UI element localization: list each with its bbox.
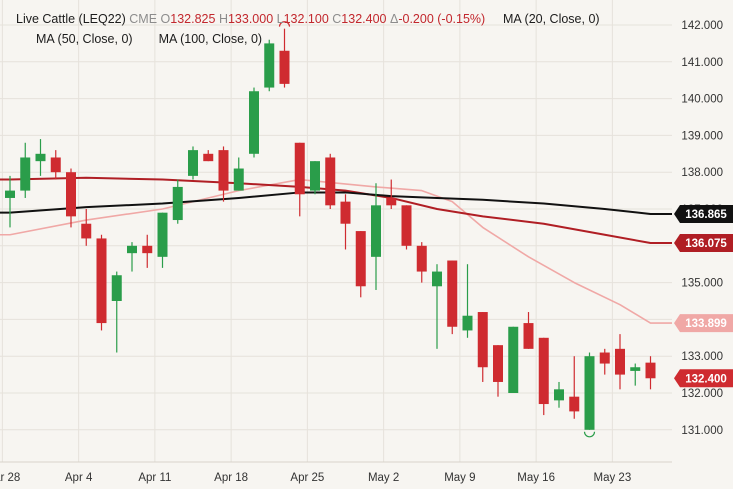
ma20-legend[interactable]: MA (20, Close, 0) bbox=[503, 12, 600, 26]
candle-up bbox=[310, 161, 320, 191]
x-tick-label: Apr 4 bbox=[65, 472, 93, 484]
candle-down bbox=[416, 245, 427, 272]
y-tick-label: 138.000 bbox=[681, 167, 723, 179]
x-tick-label: Apr 18 bbox=[214, 472, 248, 484]
y-tick-label: 139.000 bbox=[681, 130, 723, 142]
high-key: H bbox=[218, 12, 228, 26]
ma20-line bbox=[0, 178, 672, 324]
ma50-legend[interactable]: MA (50, Close, 0) bbox=[36, 32, 133, 46]
close-key: C bbox=[332, 12, 342, 26]
y-tick-label: 133.000 bbox=[681, 351, 723, 363]
candle-up bbox=[157, 212, 168, 257]
candle-down bbox=[340, 201, 351, 224]
open-value: 132.825 bbox=[170, 12, 216, 26]
candle-up bbox=[35, 153, 46, 162]
close-value: 132.400 bbox=[341, 12, 387, 26]
candle-up bbox=[584, 356, 595, 430]
candle-up bbox=[233, 168, 244, 191]
x-tick-label: Apr 25 bbox=[290, 472, 324, 484]
candle-down bbox=[203, 153, 214, 162]
candle-up bbox=[371, 205, 381, 257]
ma20-tag bbox=[674, 314, 733, 333]
candle-down bbox=[218, 150, 229, 191]
ma100-tag bbox=[674, 204, 733, 223]
chart-legend: Live Cattle (LEQ22) CME O132.825 H133.00… bbox=[16, 9, 485, 49]
candle-down bbox=[599, 352, 610, 364]
y-tick-label: 142.000 bbox=[681, 20, 723, 32]
low-value: 132.100 bbox=[283, 12, 329, 26]
candle-down bbox=[386, 197, 397, 206]
low-key: L bbox=[276, 12, 284, 26]
x-tick-label: Mar 28 bbox=[0, 472, 20, 484]
candle-up bbox=[249, 91, 259, 154]
high-marker bbox=[278, 21, 291, 27]
candle-down bbox=[447, 260, 458, 327]
ma50-tag-label: 136.075 bbox=[685, 238, 727, 250]
candle-up bbox=[630, 367, 641, 371]
candle-down bbox=[279, 50, 290, 84]
candle-up bbox=[111, 275, 122, 301]
symbol-label: Live Cattle (LEQ22) bbox=[16, 12, 126, 26]
low-marker bbox=[583, 431, 596, 438]
candle-down bbox=[294, 142, 305, 195]
last-close-tag bbox=[674, 369, 733, 388]
candle-down bbox=[538, 337, 549, 405]
candle-down bbox=[645, 362, 656, 379]
x-tick-label: May 23 bbox=[594, 472, 632, 484]
candle-up bbox=[5, 190, 15, 198]
candle-down bbox=[50, 157, 61, 173]
candle-down bbox=[401, 205, 412, 246]
x-tick-label: Apr 11 bbox=[138, 472, 171, 484]
candle-down bbox=[142, 245, 153, 254]
change-key: Δ bbox=[389, 12, 399, 26]
open-key: O bbox=[160, 12, 171, 26]
ma20-tag-label: 133.899 bbox=[685, 318, 727, 330]
candle-down bbox=[569, 396, 580, 412]
last-close-tag-label: 132.400 bbox=[685, 373, 727, 385]
candle-down bbox=[355, 231, 366, 287]
candle-up bbox=[264, 43, 275, 88]
candle-up bbox=[432, 271, 442, 287]
x-tick-label: May 9 bbox=[444, 472, 475, 484]
candle-up bbox=[20, 157, 31, 191]
y-tick-label: 131.000 bbox=[681, 425, 723, 437]
x-tick-label: May 16 bbox=[517, 472, 555, 484]
candle-up bbox=[172, 186, 183, 221]
y-tick-label: 141.000 bbox=[681, 57, 723, 69]
candle-up bbox=[462, 315, 473, 331]
candle-up bbox=[188, 150, 198, 176]
y-tick-label: 135.000 bbox=[681, 278, 723, 290]
x-tick-label: May 2 bbox=[368, 472, 399, 484]
ma100-legend[interactable]: MA (100, Close, 0) bbox=[158, 32, 263, 46]
candle-down bbox=[96, 238, 107, 324]
candle-down bbox=[81, 223, 92, 239]
ma100-tag-label: 136.865 bbox=[685, 209, 727, 221]
ma50-tag bbox=[674, 234, 733, 253]
candle-up bbox=[508, 326, 519, 393]
y-tick-label: 140.000 bbox=[681, 94, 723, 106]
exchange-label: CME bbox=[129, 12, 158, 26]
ma100-line bbox=[0, 191, 672, 215]
candle-down bbox=[325, 157, 336, 206]
ma20-legend-wrap: MA (20, Close, 0) bbox=[503, 9, 600, 29]
candle-up bbox=[127, 245, 137, 254]
candle-up bbox=[554, 389, 564, 401]
candle-down bbox=[66, 172, 76, 217]
high-value: 133.000 bbox=[227, 12, 274, 26]
candle-down bbox=[493, 345, 503, 382]
y-tick-label: 132.000 bbox=[681, 388, 723, 400]
change-value: -0.200 (-0.15%) bbox=[398, 12, 486, 26]
candle-down bbox=[523, 323, 534, 349]
candle-down bbox=[477, 312, 488, 368]
candle-down bbox=[615, 348, 625, 375]
